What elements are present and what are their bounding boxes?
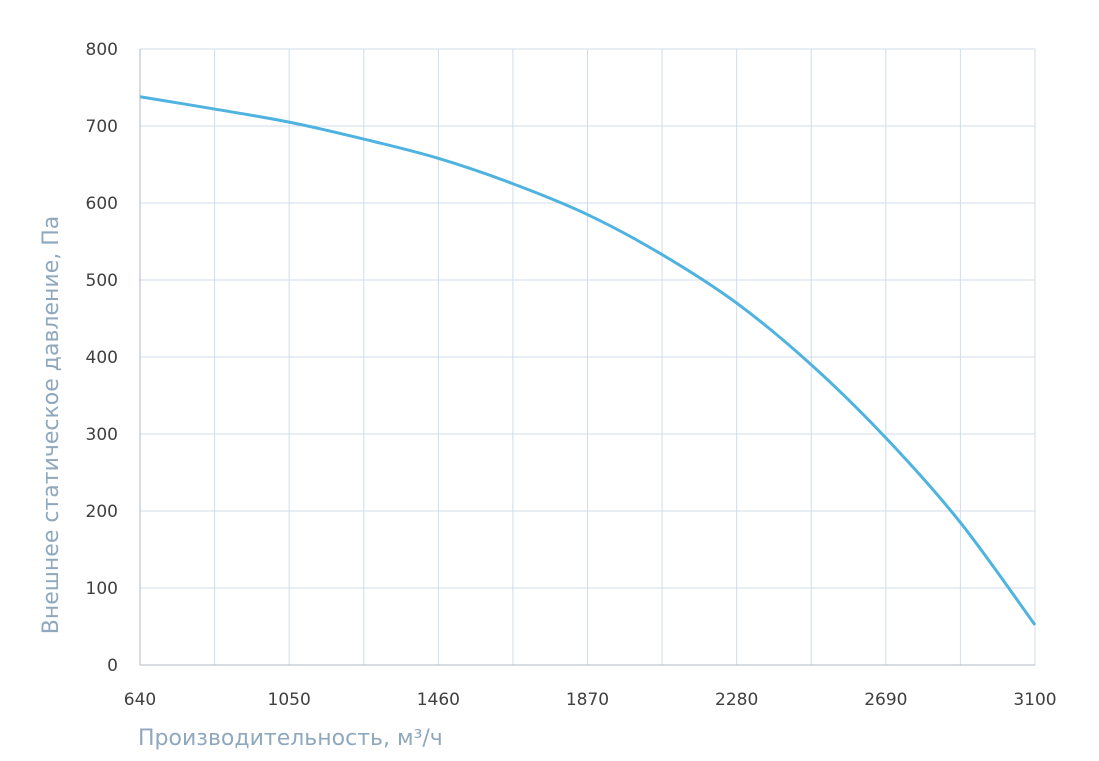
y-tick-label: 700: [86, 117, 118, 137]
grid: [139, 48, 1036, 666]
x-tick-label: 1050: [268, 690, 311, 710]
series-line: [139, 95, 1037, 626]
x-axis: 640 1050 1460 1870 2280 2690 3100: [124, 690, 1057, 710]
x-axis-title: Производительность, м³/ч: [138, 726, 443, 751]
y-axis-title: Внешнее статическое давление, Па: [39, 216, 64, 634]
y-tick-label: 0: [107, 656, 118, 676]
y-tick-label: 200: [86, 502, 118, 522]
x-tick-label: 3100: [1013, 690, 1056, 710]
y-axis: 0 100 200 300 400 500 600 700 800: [86, 40, 118, 676]
y-tick-label: 400: [86, 348, 118, 368]
x-tick-label: 2690: [864, 690, 907, 710]
y-tick-label: 300: [86, 425, 118, 445]
y-tick-label: 800: [86, 40, 118, 60]
y-tick-label: 600: [86, 194, 118, 214]
y-tick-label: 500: [86, 271, 118, 291]
x-tick-label: 1870: [566, 690, 609, 710]
x-tick-label: 1460: [417, 690, 460, 710]
x-tick-label: 640: [124, 690, 156, 710]
x-tick-label: 2280: [715, 690, 758, 710]
y-tick-label: 100: [86, 579, 118, 599]
